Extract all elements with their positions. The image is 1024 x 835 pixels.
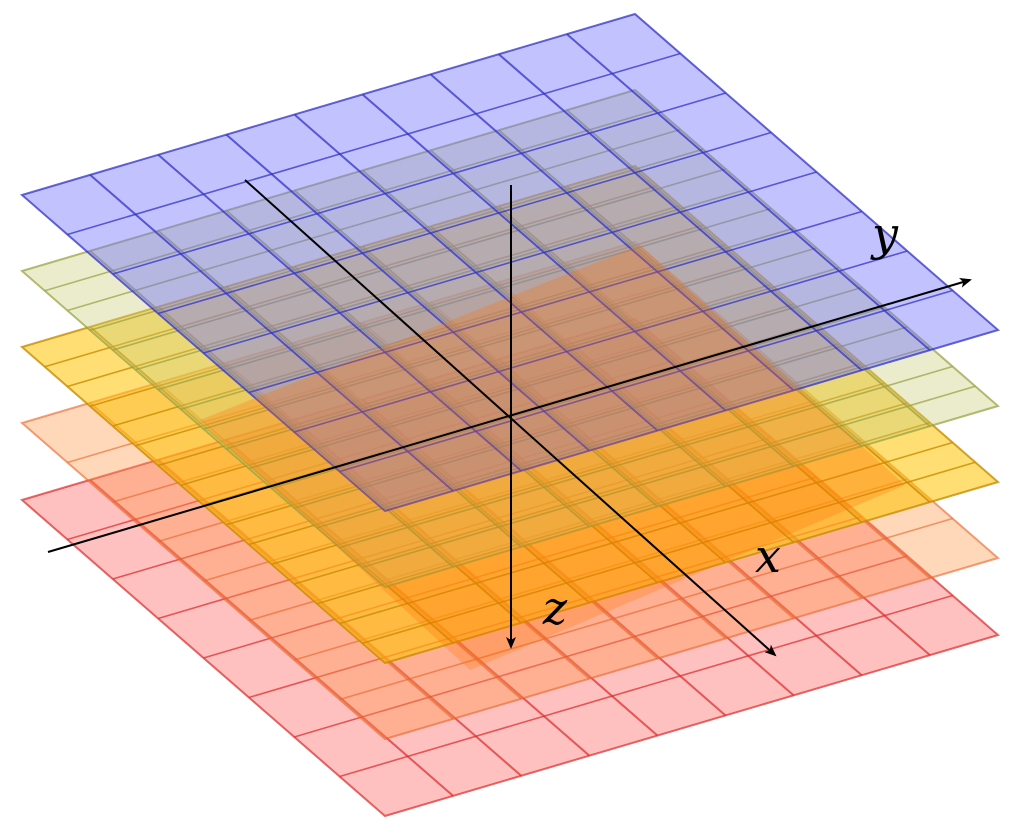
x-axis-label: x xyxy=(755,529,781,583)
grid-line xyxy=(294,250,908,433)
grid-line xyxy=(225,342,840,526)
grid-line xyxy=(112,168,726,351)
grid-line xyxy=(316,421,931,605)
grid-line xyxy=(225,266,840,450)
grid-line xyxy=(180,303,795,487)
grid-line xyxy=(339,365,953,549)
grid-line xyxy=(294,402,908,585)
grid-line xyxy=(339,289,953,473)
grid-line xyxy=(89,148,704,332)
grid-line xyxy=(339,441,953,625)
grid-line xyxy=(135,187,749,371)
grid-line xyxy=(339,594,953,778)
z-axis-label: z xyxy=(542,581,568,635)
y-axis-label: y xyxy=(870,207,899,261)
grid-line xyxy=(271,306,885,490)
grid-line xyxy=(339,517,953,701)
grid-line xyxy=(180,227,795,411)
grid-line xyxy=(67,128,681,312)
grid-line xyxy=(157,283,772,467)
grid-line xyxy=(248,286,863,470)
grid-line xyxy=(44,108,658,292)
grid-line xyxy=(112,92,726,275)
grid-line xyxy=(157,131,772,315)
grid-line xyxy=(248,210,863,394)
grid-line xyxy=(248,362,863,546)
grid-line xyxy=(362,385,976,569)
grid-line xyxy=(294,555,908,738)
grid-line xyxy=(67,52,681,236)
grid-line xyxy=(362,461,976,645)
grid-line xyxy=(316,345,931,529)
axes: y x z xyxy=(47,179,972,657)
grid-line xyxy=(157,207,772,391)
y-axis xyxy=(47,278,972,553)
grid-line xyxy=(271,382,885,566)
grid-line xyxy=(294,326,908,509)
